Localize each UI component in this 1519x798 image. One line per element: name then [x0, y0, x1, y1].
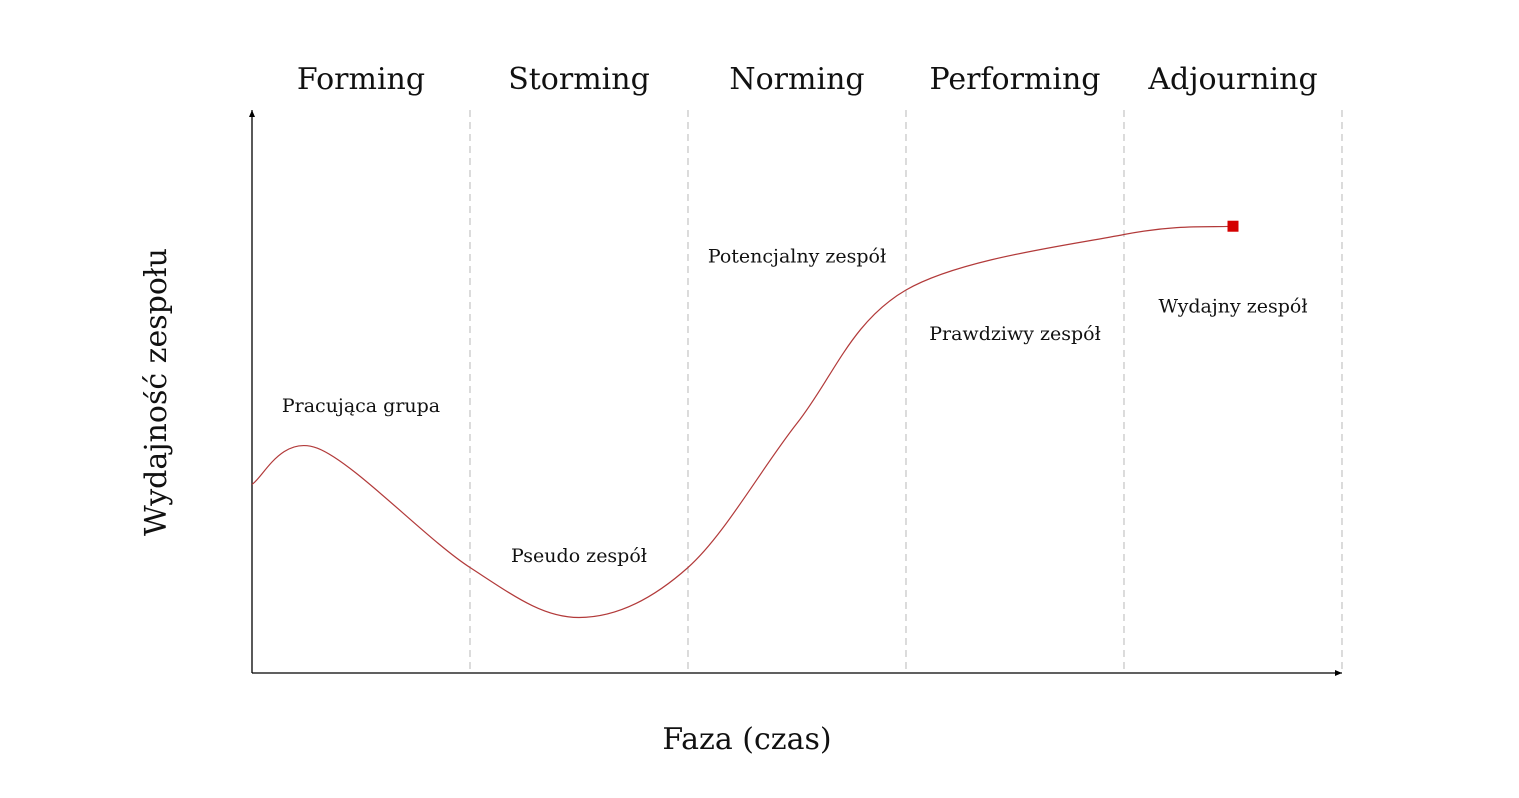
phase-label-adjourning: Adjourning [1147, 62, 1317, 97]
phase-labels: Forming Storming Norming Performing Adjourni… [297, 62, 1318, 97]
phase-label-storming: Storming [508, 62, 650, 97]
phase-label-norming: Norming [729, 62, 864, 97]
phase-label-forming: Forming [297, 62, 425, 97]
phase-label-performing: Performing [929, 62, 1100, 97]
performance-curve [251, 225, 1234, 619]
stage-label-3: Potencjalny zespół [708, 245, 886, 267]
end-point-marker [1227, 220, 1239, 232]
stage-label-2: Pseudo zespół [511, 545, 647, 567]
stage-label-1: Pracująca grupa [282, 395, 440, 417]
phase-dividers [469, 110, 1343, 673]
y-axis-title: Wydajność zespołu [139, 248, 174, 536]
stage-labels: Pracująca grupa Pseudo zespół Potencjalny … [282, 245, 1308, 567]
x-axis-title: Faza (czas) [662, 722, 831, 757]
stage-label-4: Prawdziwy zespół [929, 323, 1101, 345]
stage-label-5: Wydajny zespół [1158, 295, 1307, 317]
